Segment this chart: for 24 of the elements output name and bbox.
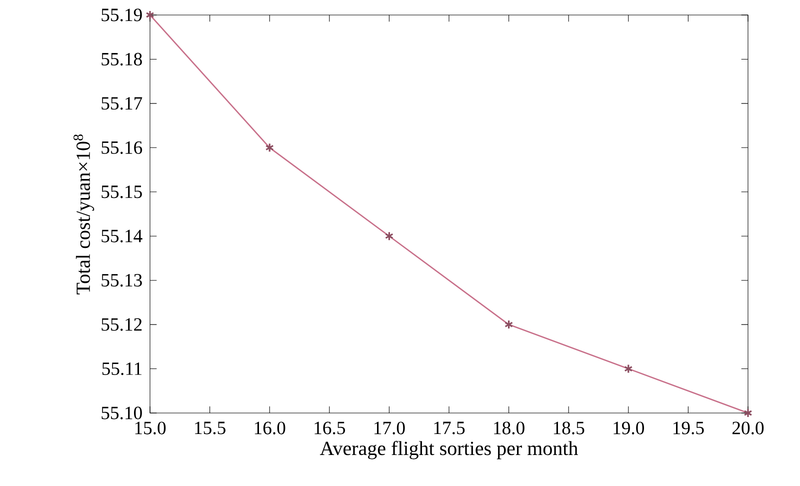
line-series (150, 14, 748, 413)
y-tick-label: 55.12 (102, 318, 142, 331)
x-tick-label: 16.5 (314, 422, 346, 434)
y-tick-label: 55.14 (102, 230, 142, 242)
x-tick-label: 17.0 (374, 422, 405, 434)
x-tick-label: 15.0 (135, 422, 166, 434)
y-axis-title: Total cost/yuan×10$^{8}$ (74, 134, 94, 294)
y-tick-label: 55.15 (102, 186, 142, 198)
y-tick-label: 55.10 (102, 406, 142, 420)
x-tick-label: 20.0 (732, 422, 764, 434)
y-tick-label: 55.16 (102, 141, 142, 154)
y-tick-label: 55.18 (102, 52, 142, 66)
x-tick-label: 19.0 (614, 422, 644, 434)
x-axis-title: Average flight sorties per month (320, 440, 578, 460)
y-tick-label: 55.13 (102, 274, 142, 287)
x-tick-label: 16.0 (254, 422, 286, 434)
x-tick-label: 15.5 (195, 422, 226, 434)
x-tick-label: 18.0 (494, 422, 524, 434)
x-tick-label: 17.5 (434, 422, 465, 434)
y-tick-label: 55.17 (102, 97, 142, 110)
x-tick-label: 18.5 (554, 422, 584, 434)
x-tick-label: 19.5 (673, 422, 704, 434)
y-tick-label: 55.11 (102, 362, 142, 376)
y-tick-label: 55.19 (102, 8, 142, 22)
